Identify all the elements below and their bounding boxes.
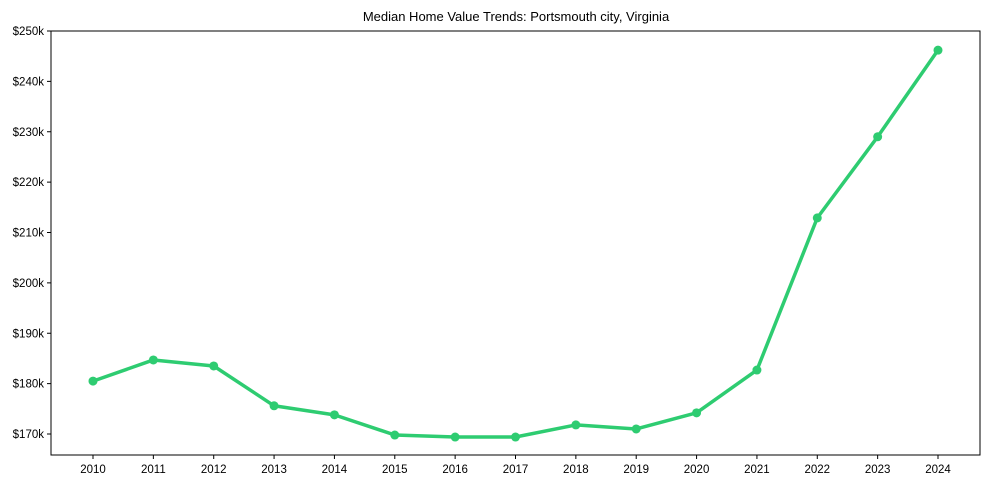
data-point-marker	[692, 408, 702, 418]
plot-frame	[50, 30, 981, 456]
y-tick-label: $200k	[13, 278, 45, 290]
data-point-marker	[631, 424, 641, 434]
data-point-marker	[571, 420, 581, 430]
x-tick-label: 2011	[141, 464, 166, 476]
x-tick-label: 2021	[744, 464, 770, 476]
x-tick-label: 2018	[563, 464, 589, 476]
x-tick-label: 2020	[684, 464, 710, 476]
data-point-marker	[390, 430, 400, 440]
x-tick-label: 2019	[623, 464, 649, 476]
x-tick-label: 2023	[865, 464, 891, 476]
x-tick-label: 2024	[925, 464, 951, 476]
series-line	[88, 45, 943, 442]
data-point-marker	[933, 45, 943, 55]
y-tick-label: $190k	[13, 328, 45, 340]
x-tick-label: 2013	[261, 464, 287, 476]
y-tick-label: $250k	[13, 26, 45, 38]
y-tick-label: $220k	[13, 177, 45, 189]
data-point-marker	[269, 401, 279, 411]
data-point-marker	[209, 361, 219, 371]
y-axis: $170k $180k $190k $200k $210k $220k $230k $240k…	[13, 26, 51, 441]
x-tick-label: 2010	[80, 464, 106, 476]
x-tick-label: 2014	[322, 464, 348, 476]
data-point-marker	[812, 213, 822, 223]
data-point-marker	[752, 365, 762, 375]
data-point-marker	[450, 432, 460, 442]
y-tick-label: $180k	[13, 379, 45, 391]
x-tick-label: 2017	[503, 464, 529, 476]
chart-title: Median Home Value Trends: Portsmouth cit…	[363, 9, 670, 24]
data-point-marker	[148, 355, 158, 365]
x-axis: 2010 2011 2012 2013 2014 2015 2016 2017 2018 2019…	[80, 455, 951, 476]
y-tick-label: $240k	[13, 76, 45, 88]
data-point-marker	[88, 376, 98, 386]
series-path	[91, 48, 940, 439]
x-tick-label: 2022	[804, 464, 830, 476]
x-tick-label: 2015	[382, 464, 408, 476]
y-tick-label: $170k	[13, 429, 45, 441]
data-point-marker	[329, 410, 339, 420]
data-point-marker	[873, 132, 883, 142]
x-tick-label: 2012	[201, 464, 227, 476]
data-point-marker	[511, 432, 520, 442]
y-tick-label: $210k	[13, 228, 45, 240]
x-tick-label: 2016	[442, 464, 468, 476]
y-tick-label: $230k	[13, 127, 45, 139]
